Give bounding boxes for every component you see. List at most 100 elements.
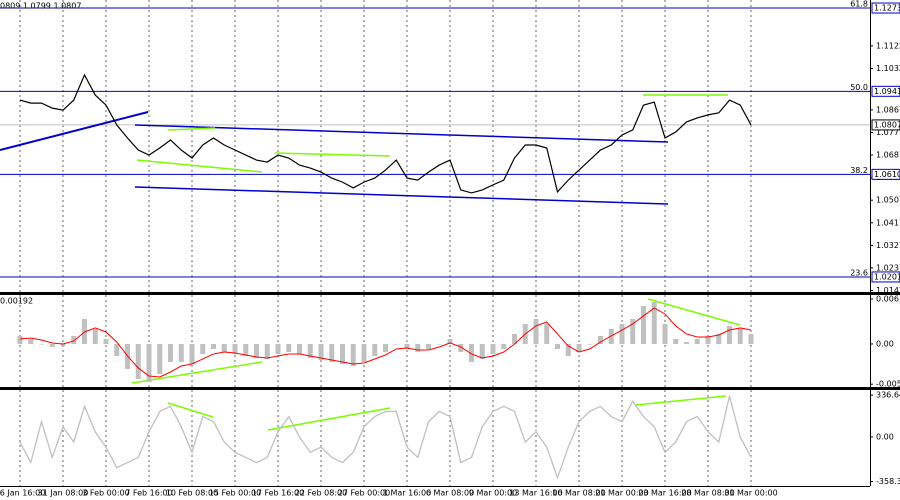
histogram-bar bbox=[221, 343, 227, 352]
histogram-bar bbox=[318, 343, 324, 361]
histogram-bar bbox=[490, 343, 496, 354]
histogram-bar bbox=[716, 333, 722, 344]
level-label: 1.0941 bbox=[874, 87, 900, 96]
histogram-bar bbox=[232, 343, 238, 354]
histogram-bar bbox=[17, 335, 23, 344]
panel-separator bbox=[0, 387, 900, 390]
y-tick-label: 1.0507 bbox=[876, 196, 900, 205]
histogram-bar bbox=[565, 343, 571, 356]
series-line bbox=[19, 307, 752, 378]
histogram-bar bbox=[684, 341, 689, 344]
level-box bbox=[871, 2, 900, 14]
drawings bbox=[0, 94, 741, 431]
histogram-bar bbox=[168, 343, 173, 362]
series-line bbox=[19, 73, 752, 194]
histogram-bar bbox=[307, 343, 313, 358]
histogram-bar bbox=[426, 343, 431, 349]
y-tick-label: 0.00 bbox=[876, 339, 894, 348]
histogram-bar bbox=[383, 343, 388, 352]
x-tick-label: 13 Mar 16:00 bbox=[509, 489, 562, 498]
y-tick-label: 1.0687 bbox=[876, 151, 900, 160]
histogram-bar bbox=[372, 343, 378, 356]
trend-line bbox=[0, 111, 149, 151]
histogram-bar bbox=[576, 343, 582, 352]
histogram-bar bbox=[71, 335, 77, 344]
divergence-line bbox=[267, 407, 391, 431]
x-tick-label: 9 Mar 00:00 bbox=[469, 489, 517, 498]
x-tick-label: 23 Mar 16:00 bbox=[638, 489, 691, 498]
histogram-bar bbox=[340, 343, 345, 364]
y-tick-label: 1.0867 bbox=[876, 105, 900, 114]
histogram-bar bbox=[114, 343, 120, 356]
x-tick-label: 1 Mar 16:00 bbox=[383, 489, 431, 498]
histogram-bar bbox=[555, 343, 560, 349]
histogram-bar bbox=[178, 343, 184, 362]
histogram-bar bbox=[211, 343, 216, 349]
histogram-bar bbox=[469, 343, 474, 362]
level-box bbox=[871, 85, 900, 97]
divergence-line bbox=[647, 298, 741, 326]
divergence-line bbox=[167, 402, 214, 418]
histogram-bar bbox=[727, 325, 732, 344]
histogram-bar bbox=[189, 343, 195, 364]
level-percent: 50.0 bbox=[850, 83, 868, 92]
histogram-bar bbox=[415, 343, 421, 352]
y-tick-label: 1.1122 bbox=[876, 41, 900, 50]
histogram-bar bbox=[146, 343, 152, 382]
histogram-bar bbox=[479, 343, 485, 359]
histogram-bar bbox=[458, 343, 464, 352]
x-tick-label: 16 Mar 08:00 bbox=[552, 489, 605, 498]
histogram-bar bbox=[243, 343, 249, 356]
divergence-line bbox=[274, 152, 391, 157]
x-tick-label: 27 Feb 00:00 bbox=[338, 489, 390, 498]
level-percent: 23.6 bbox=[850, 268, 868, 277]
y-tick-label: -0.00547 bbox=[876, 380, 900, 389]
histogram-bar bbox=[651, 301, 657, 344]
x-tick-label: 31 Mar 00:00 bbox=[724, 489, 777, 498]
panel-separator bbox=[0, 292, 900, 295]
divergence-line bbox=[635, 395, 727, 406]
histogram-bar bbox=[673, 338, 679, 344]
histogram-bar bbox=[264, 343, 270, 359]
histogram-bar bbox=[297, 343, 302, 354]
panel-header: 0809 1.0799 1.0807 bbox=[0, 2, 81, 11]
y-tick-label: 0.00612 bbox=[876, 294, 900, 303]
histogram-bar bbox=[157, 343, 163, 374]
histogram-bar bbox=[737, 328, 743, 344]
histogram-bar bbox=[447, 338, 453, 344]
histogram-bar bbox=[512, 333, 517, 344]
histogram-bar bbox=[329, 343, 335, 362]
y-tick-label: 1.0777 bbox=[876, 128, 900, 137]
histogram-bar bbox=[60, 343, 66, 346]
level-label: 1.0610 bbox=[874, 170, 900, 179]
x-tick-label: 26 Jan 16:00 bbox=[0, 489, 45, 498]
histogram-bar bbox=[436, 343, 442, 345]
y-tick-label: 1.1032 bbox=[876, 64, 900, 73]
y-tick-label: -358.398 bbox=[876, 477, 900, 486]
y-tick-label: 1.0147 bbox=[876, 286, 900, 295]
channel-lower bbox=[134, 186, 669, 205]
histogram-bar bbox=[630, 318, 636, 344]
divergence-line bbox=[167, 127, 216, 131]
histogram-bar bbox=[544, 323, 550, 344]
x-tick-label: 31 Jan 08:00 bbox=[38, 489, 89, 498]
histogram-bar bbox=[275, 343, 281, 354]
x-tick-label: 6 Mar 08:00 bbox=[426, 489, 474, 498]
histogram-bar bbox=[286, 343, 292, 352]
level-percent: 61.8 bbox=[850, 0, 868, 9]
current-price-label: 1.0807 bbox=[874, 120, 900, 129]
histogram-bar bbox=[254, 343, 259, 358]
histogram-bar bbox=[39, 343, 44, 345]
x-tick-label: 3 Feb 00:00 bbox=[82, 489, 129, 498]
channel-upper bbox=[134, 124, 669, 143]
histogram-bar bbox=[350, 343, 356, 366]
x-tick-label: 22 Feb 08:00 bbox=[295, 489, 347, 498]
histogram-bar bbox=[28, 338, 34, 344]
level-box bbox=[871, 168, 900, 180]
histogram-bar bbox=[361, 343, 367, 362]
x-tick-label: 21 Mar 00:00 bbox=[595, 489, 648, 498]
level-box bbox=[871, 271, 900, 283]
y-tick-label: 1.0237 bbox=[876, 263, 900, 272]
y-tick-label: 1.0417 bbox=[876, 218, 900, 227]
histogram-bar bbox=[404, 343, 410, 349]
